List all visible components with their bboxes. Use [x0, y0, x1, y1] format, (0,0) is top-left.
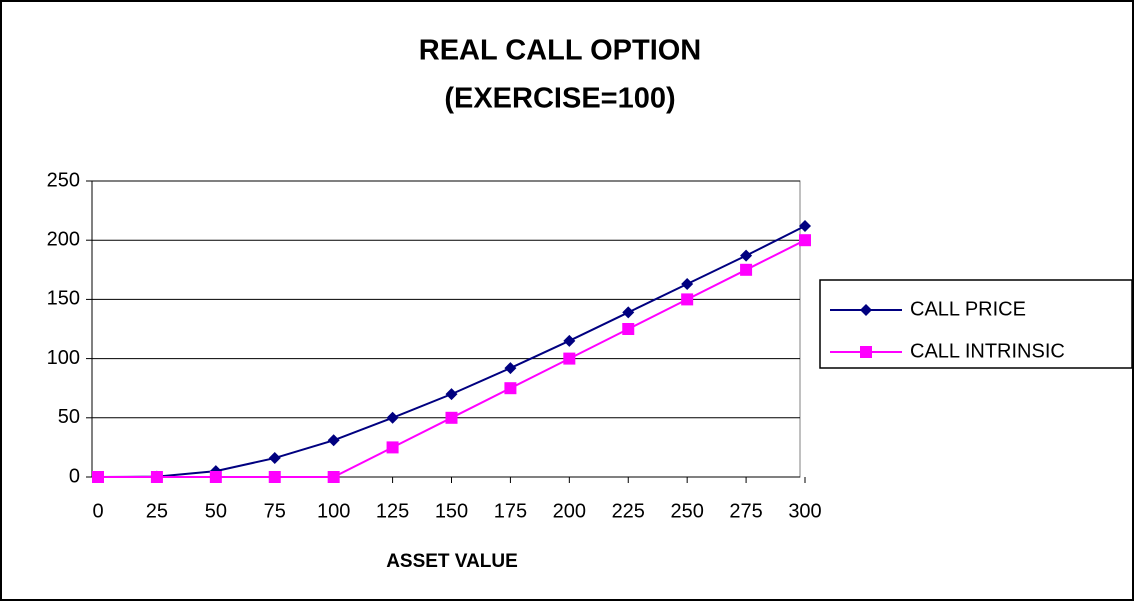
x-tick-label: 250: [670, 500, 703, 522]
diamond-marker: [681, 278, 694, 291]
x-axis-label: ASSET VALUE: [386, 551, 518, 572]
diamond-marker: [327, 434, 340, 447]
square-marker: [327, 471, 340, 483]
x-tick-label: 275: [729, 500, 762, 522]
y-tick-label: 50: [58, 406, 80, 428]
square-marker: [386, 441, 399, 454]
x-tick-label: 100: [317, 500, 350, 522]
diamond-marker: [445, 388, 458, 401]
square-marker: [563, 352, 576, 365]
plot-area: [91, 180, 801, 478]
square-marker: [92, 471, 104, 483]
x-tick-label: 50: [205, 500, 227, 522]
diamond-marker: [504, 362, 517, 375]
diamond-marker: [799, 219, 811, 232]
y-tick-label: 100: [47, 347, 80, 369]
square-marker: [445, 411, 458, 424]
diamond-marker: [860, 304, 872, 316]
x-tick-label: 200: [553, 500, 586, 522]
diamond-marker: [563, 334, 576, 347]
chart-title: REAL CALL OPTION: [419, 35, 702, 67]
legend-label: CALL PRICE: [910, 298, 1026, 320]
x-tick-label: 0: [92, 500, 103, 522]
square-marker: [740, 263, 753, 276]
y-tick-label: 250: [47, 169, 80, 191]
diamond-marker: [386, 411, 399, 424]
y-tick-label: 200: [47, 228, 80, 250]
diamond-marker: [268, 452, 281, 465]
square-marker: [209, 471, 222, 483]
square-marker: [504, 382, 517, 395]
x-tick-label: 175: [494, 500, 527, 522]
legend-label: CALL INTRINSIC: [910, 340, 1065, 362]
x-tick-label: 225: [612, 500, 645, 522]
diamond-marker: [622, 306, 635, 319]
chart-subtitle: (EXERCISE=100): [444, 83, 675, 115]
square-marker: [860, 346, 872, 358]
x-tick-label: 75: [264, 500, 286, 522]
x-tick-label: 300: [788, 500, 821, 522]
diamond-marker: [740, 249, 753, 262]
x-tick-label: 150: [435, 500, 468, 522]
y-tick-label: 0: [69, 465, 80, 487]
x-tick-label: 125: [376, 500, 409, 522]
y-tick-label: 150: [47, 288, 80, 310]
square-marker: [268, 471, 281, 483]
square-marker: [799, 234, 811, 247]
square-marker: [622, 323, 635, 335]
square-marker: [150, 471, 163, 483]
x-tick-label: 25: [146, 500, 168, 522]
square-marker: [681, 293, 694, 306]
